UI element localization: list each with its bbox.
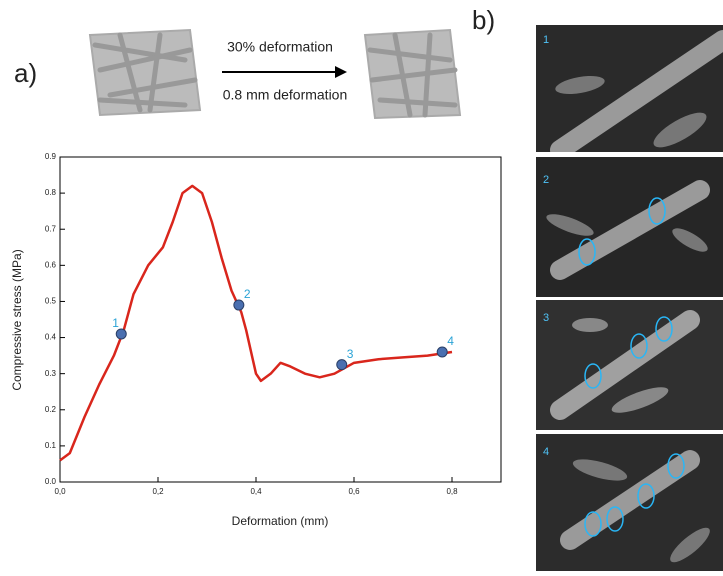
plot-frame [59,156,502,483]
image-label: 2 [543,174,549,186]
x-tick-label: 0,2 [152,487,164,496]
panel-label: b) [472,5,495,35]
y-tick-label: 0.2 [45,405,57,414]
image-2 [536,157,723,297]
y-tick-label: 0.8 [45,188,57,197]
point [233,299,245,311]
image-label: 1 [543,34,549,46]
image-label: 4 [543,446,549,458]
point [336,359,348,371]
sample-before [88,28,202,117]
y-tick-label: 0.4 [45,333,57,342]
x-tick-label: 0,4 [250,487,262,496]
x-tick-label: 0,6 [348,487,360,496]
panel-label: a) [14,58,37,88]
point-label: 1 [112,316,119,330]
sample-after [363,28,462,120]
image-label: 3 [543,312,549,324]
y-tick-label: 0.9 [45,152,57,161]
arrow-head [335,66,347,78]
arrow-text: 30% deformation [227,39,333,55]
x-tick-label: 0,8 [446,487,458,496]
image-4 [536,434,723,571]
y-tick-label: 0.6 [45,260,57,269]
point [436,346,448,358]
point-label: 4 [447,334,454,348]
y-tick-label: 0.5 [45,297,57,306]
image-1 [536,25,723,152]
separator [536,152,723,157]
x-tick-label: 0,0 [54,487,66,496]
y-tick-label: 0.1 [45,441,57,450]
y-tick-label: 0.0 [45,477,57,486]
x-axis-title: Deformation (mm) [232,514,329,528]
arrow-text: 0.8 mm deformation [223,87,348,103]
image-3 [536,300,723,430]
point [115,328,127,340]
y-axis-title: Compressive stress (MPa) [10,249,24,390]
y-tick-label: 0.7 [45,224,57,233]
y-tick-label: 0.3 [45,369,57,378]
point-label: 2 [244,287,251,301]
point-label: 3 [347,347,354,361]
